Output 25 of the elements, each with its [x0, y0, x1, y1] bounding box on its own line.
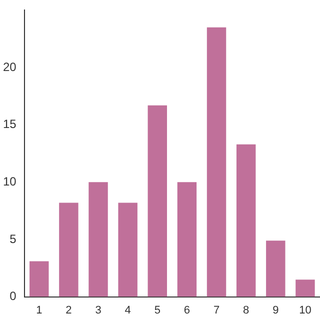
bar [266, 240, 286, 297]
bar [118, 202, 138, 297]
x-tick-label: 6 [184, 304, 190, 316]
bar [148, 105, 167, 297]
bar [236, 144, 256, 297]
x-tick-label: 5 [154, 304, 160, 316]
x-tick-label: 8 [243, 304, 250, 316]
x-tick-label: 7 [213, 304, 220, 316]
y-tick-label: 10 [2, 174, 17, 188]
bar [206, 27, 226, 297]
y-tick-label: 15 [2, 117, 17, 132]
bar [177, 182, 197, 297]
x-tick-label: 4 [124, 304, 131, 316]
x-tick-label: 10 [299, 304, 312, 316]
x-tick-label: 3 [95, 304, 102, 316]
bar [30, 261, 49, 297]
y-tick-label: 5 [10, 232, 17, 246]
bar [296, 280, 315, 297]
bar [88, 182, 108, 297]
y-tick-label: 20 [2, 60, 17, 74]
y-tick-label: 0 [10, 289, 17, 304]
x-tick-label: 1 [36, 304, 42, 316]
x-tick-label: 9 [272, 304, 279, 316]
x-tick-label: 2 [66, 304, 72, 316]
bar [59, 202, 78, 297]
